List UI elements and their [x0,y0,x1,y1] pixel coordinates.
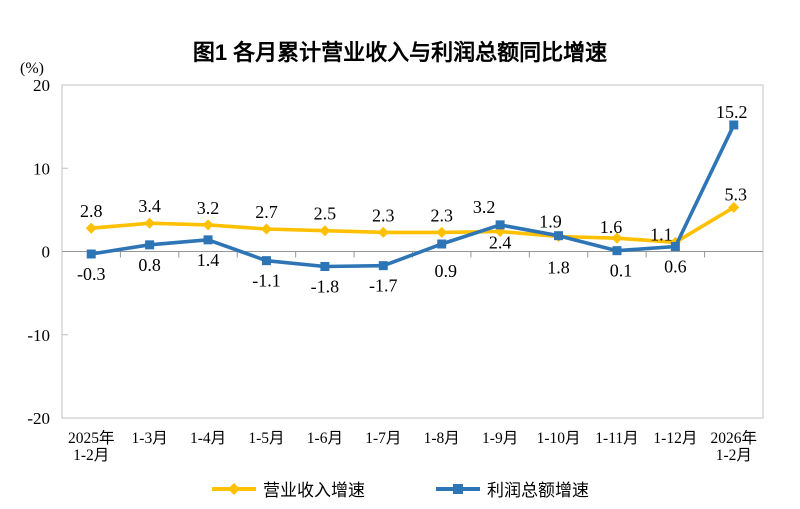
data-point-marker [611,232,623,244]
series-revenue-growth-path [89,205,736,245]
data-point-label: 5.3 [725,184,748,204]
data-point-label: 1.6 [600,217,623,237]
series-profit-growth-line [86,120,739,271]
data-point-label: 0.1 [610,261,633,281]
data-point-label: 3.2 [473,197,496,217]
x-axis-category-label: 1-2月 [73,447,109,464]
y-axis: 20 10 0 -10 -20 [27,76,68,428]
x-axis-category-label: 1-4月 [190,430,226,447]
data-point-marker [260,223,272,235]
legend-item-revenue: 营业收入增速 [211,476,365,501]
x-axis-category-label: 1-8月 [424,430,460,447]
x-axis-category-label: 1-3月 [132,430,168,447]
data-point-marker [203,235,213,245]
chart-legend: 营业收入增速 利润总额增速 [0,476,800,501]
data-point-marker [144,217,156,229]
data-point-marker [319,225,331,237]
data-point-label: 1.4 [197,250,220,270]
data-point-label: 1.1 [650,224,673,244]
y-axis-tick-label: 10 [33,159,50,178]
data-point-marker [377,226,389,238]
y-axis-tick-label: -10 [27,326,50,345]
legend-item-profit: 利润总额增速 [435,476,589,501]
y-axis-tick-label: 20 [33,76,50,95]
x-axis-category-label: 1-5月 [248,430,284,447]
data-point-label: 2.3 [430,205,453,225]
legend-label-revenue: 营业收入增速 [263,481,365,500]
data-point-label: 3.2 [197,198,220,218]
x-axis-category-label: 1-9月 [482,430,518,447]
y-axis-tick-label: -20 [27,409,50,428]
data-point-label: 2.3 [372,205,395,225]
data-point-label: 1.9 [539,212,562,232]
data-point-label: 0.8 [138,255,161,275]
data-point-marker [728,201,740,213]
data-point-label: 2.7 [255,202,278,222]
legend-label-profit: 利润总额增速 [487,481,589,500]
chart-title: 图1 各月累计营业收入与利润总额同比增速 [192,40,608,65]
data-point-marker [436,226,448,238]
data-point-marker [261,256,271,266]
revenue-line-sample [212,482,256,495]
x-axis-category-label: 1-7月 [365,430,401,447]
data-point-marker [145,240,155,250]
series-profit-growth-labels: -0.3 0.8 1.4 -1.1 -1.8 -1.7 0.9 3.2 1.9 0.1 0.6 15.… [77,102,748,297]
data-point-marker [86,249,96,259]
x-axis-category-label: 2026年 [711,429,758,447]
x-axis-category-label: 2025年 [68,429,115,447]
data-point-marker [437,239,447,249]
legend-sample-diamond-marker [228,482,240,495]
x-axis-category-label: 1-6月 [307,430,343,447]
x-axis-category-label: 1-10月 [537,430,581,447]
data-point-marker [320,261,330,271]
series-profit-growth-path [89,123,736,269]
data-point-label: -1.7 [369,276,398,296]
data-point-marker [495,220,505,230]
data-point-marker [670,242,680,252]
data-point-label: 2.5 [314,204,337,224]
data-point-label: 15.2 [716,102,748,122]
data-point-label: -1.8 [311,276,340,296]
data-point-label: -1.1 [252,271,281,291]
data-point-label: 2.4 [489,233,512,253]
data-point-marker [612,246,622,256]
x-axis-category-label: 1-12月 [653,430,697,447]
x-axis-category-label: 1-2月 [716,447,752,464]
data-point-label: 1.8 [547,258,570,278]
series-revenue-growth-labels: 2.8 3.4 3.2 2.7 2.5 2.3 2.3 2.4 1.8 1.6 1.1 5.3 [80,184,747,277]
data-point-label: -0.3 [77,264,106,284]
data-point-label: 3.4 [138,196,161,216]
x-axis-category-label: 1-11月 [595,430,638,447]
data-point-marker [554,231,564,241]
data-point-marker [729,120,739,130]
legend-sample-square-marker [453,483,463,494]
y-axis-tick-label: 0 [42,243,51,262]
data-point-label: 0.9 [434,261,457,281]
data-point-marker [85,222,97,234]
data-point-label: 2.8 [80,201,103,221]
data-point-marker [378,261,388,271]
profit-line-sample [436,483,480,494]
y-axis-unit-label: (%) [20,60,44,77]
data-point-label: 0.6 [664,257,687,277]
data-point-marker [202,219,214,231]
